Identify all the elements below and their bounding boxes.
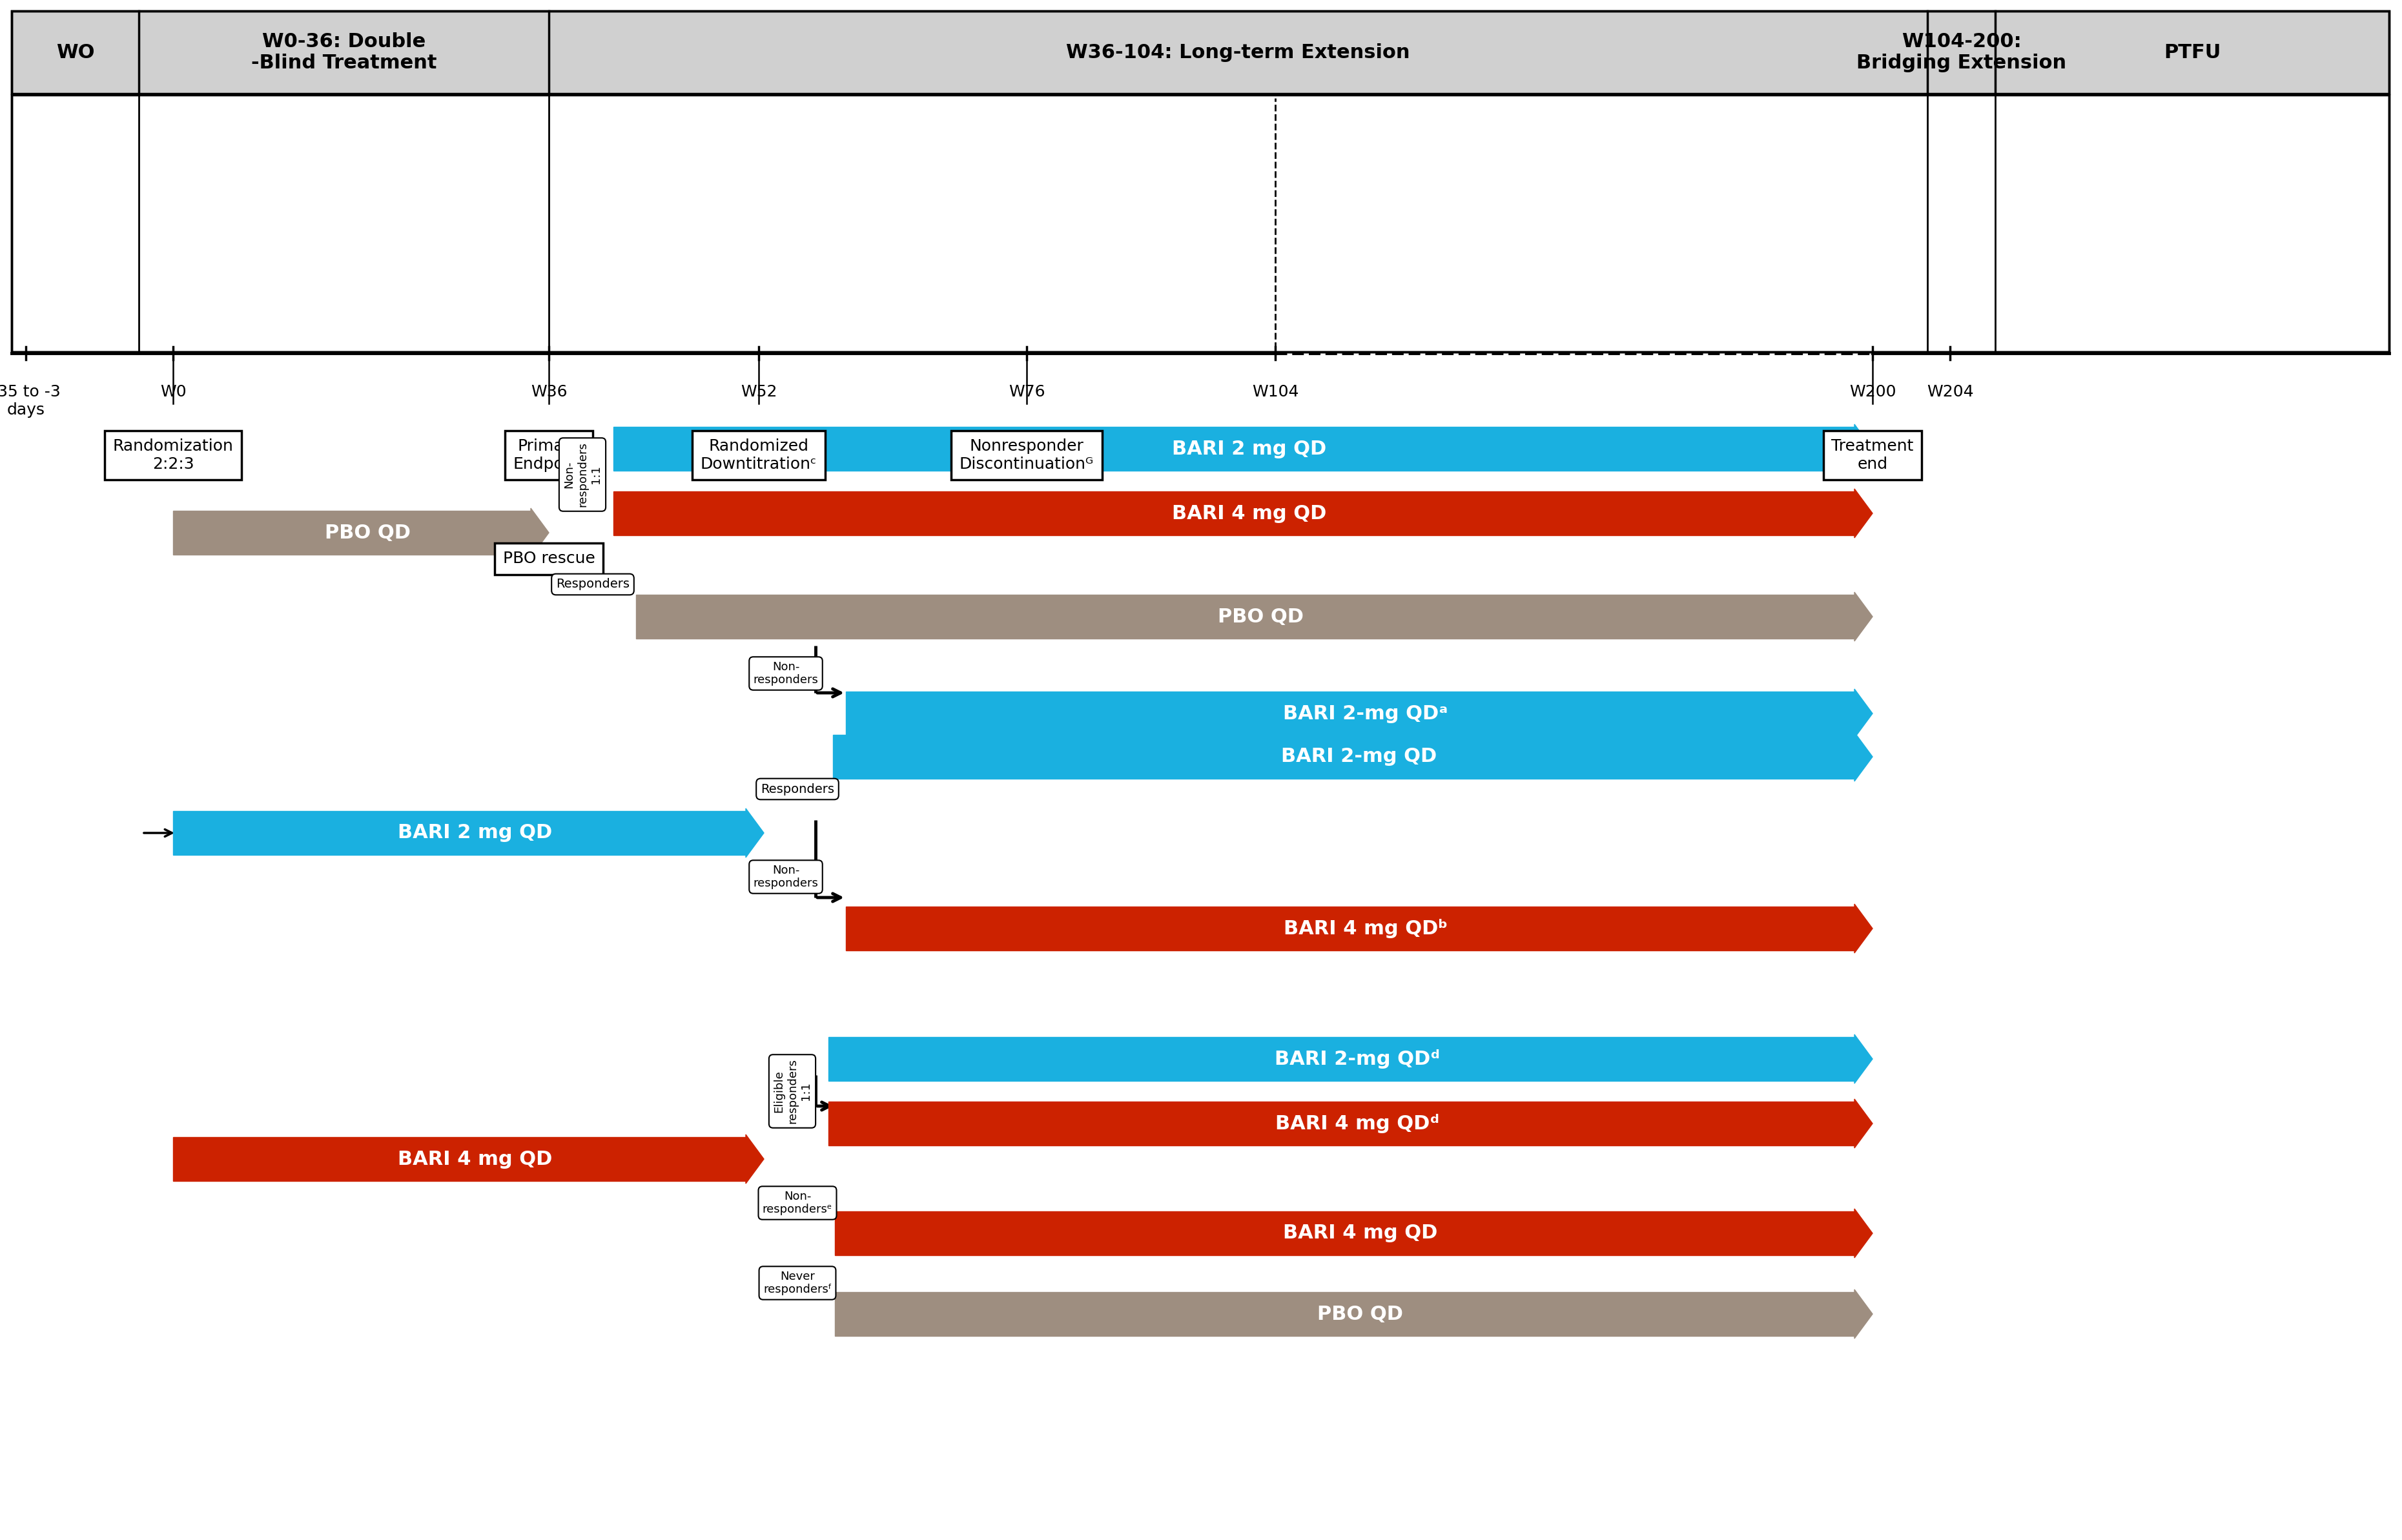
Text: W36-104: Long-term Extension: W36-104: Long-term Extension: [1066, 43, 1410, 62]
Polygon shape: [1854, 732, 1874, 781]
Text: Randomized
Downtitrationᶜ: Randomized Downtitrationᶜ: [701, 439, 817, 471]
Polygon shape: [745, 808, 764, 858]
Bar: [173, 812, 745, 855]
Text: Never
respondersᶠ: Never respondersᶠ: [764, 1270, 831, 1295]
Text: W76: W76: [1009, 383, 1045, 400]
Bar: [173, 1137, 745, 1181]
Text: Nonresponder
Discontinuationᴳ: Nonresponder Discontinuationᴳ: [958, 439, 1093, 471]
Polygon shape: [1854, 1035, 1874, 1084]
Text: PTFU: PTFU: [2164, 43, 2222, 62]
Text: BARI 2-mg QDᵃ: BARI 2-mg QDᵃ: [1283, 704, 1448, 722]
Bar: [846, 907, 1854, 950]
Text: BARI 4 mg QD: BARI 4 mg QD: [1283, 1224, 1436, 1243]
Text: -35 to -3
days: -35 to -3 days: [0, 383, 60, 417]
Polygon shape: [1854, 688, 1874, 738]
Text: PBO rescue: PBO rescue: [502, 551, 596, 567]
Text: BARI 2-mg QD: BARI 2-mg QD: [1280, 747, 1436, 765]
Polygon shape: [1854, 424, 1874, 473]
Polygon shape: [1854, 904, 1874, 953]
Text: W52: W52: [740, 383, 776, 400]
Polygon shape: [1854, 488, 1874, 537]
Bar: [613, 491, 1854, 536]
Text: W36: W36: [531, 383, 567, 400]
Text: W104: W104: [1251, 383, 1299, 400]
Bar: [12, 11, 2390, 94]
Text: Responders: Responders: [555, 578, 629, 590]
Text: PBO QD: PBO QD: [1316, 1304, 1403, 1323]
Bar: [846, 691, 1854, 736]
Bar: [613, 427, 1854, 471]
Bar: [173, 511, 531, 554]
Text: W0-36: Double
-Blind Treatment: W0-36: Double -Blind Treatment: [252, 32, 437, 72]
Polygon shape: [1854, 1289, 1874, 1338]
Bar: [829, 1036, 1854, 1081]
Polygon shape: [1854, 1100, 1874, 1147]
Polygon shape: [1854, 591, 1874, 641]
Text: W0: W0: [161, 383, 187, 400]
Bar: [833, 735, 1854, 779]
Text: Eligible
responders
1:1: Eligible responders 1:1: [773, 1058, 812, 1124]
Text: Non-
responders
1:1: Non- responders 1:1: [562, 442, 600, 507]
Text: BARI 2 mg QD: BARI 2 mg QD: [399, 824, 552, 842]
Bar: [836, 1292, 1854, 1337]
Polygon shape: [1854, 1209, 1874, 1258]
Text: BARI 4 mg QD: BARI 4 mg QD: [399, 1150, 552, 1169]
Text: W200: W200: [1850, 383, 1895, 400]
Text: BARI 4 mg QDᵇ: BARI 4 mg QDᵇ: [1283, 919, 1448, 938]
Text: Treatment
end: Treatment end: [1830, 439, 1914, 471]
Bar: [12, 11, 2390, 94]
Text: Non-
responders: Non- responders: [754, 864, 819, 890]
Text: WO: WO: [55, 43, 94, 62]
Text: PBO QD: PBO QD: [1218, 607, 1304, 625]
Polygon shape: [531, 508, 548, 557]
Bar: [829, 1101, 1854, 1146]
Text: BARI 2-mg QDᵈ: BARI 2-mg QDᵈ: [1275, 1049, 1439, 1069]
Text: Primary
Endpoint: Primary Endpoint: [514, 439, 584, 471]
Bar: [12, 95, 2390, 353]
Text: W104-200:
Bridging Extension: W104-200: Bridging Extension: [1857, 32, 2066, 72]
Text: BARI 2 mg QD: BARI 2 mg QD: [1172, 439, 1326, 457]
Bar: [12, 11, 2390, 353]
Text: BARI 4 mg QD: BARI 4 mg QD: [1172, 504, 1326, 522]
Text: PBO QD: PBO QD: [324, 524, 411, 542]
Bar: [637, 594, 1854, 639]
Text: Non-
responders: Non- responders: [754, 661, 819, 685]
Text: Randomization
2:2:3: Randomization 2:2:3: [113, 439, 233, 471]
Text: W204: W204: [1926, 383, 1974, 400]
Polygon shape: [745, 1135, 764, 1184]
Text: Responders: Responders: [761, 782, 833, 795]
Text: BARI 4 mg QDᵈ: BARI 4 mg QDᵈ: [1275, 1113, 1439, 1133]
Bar: [836, 1212, 1854, 1255]
Text: Non-
respondersᵉ: Non- respondersᵉ: [761, 1190, 833, 1215]
